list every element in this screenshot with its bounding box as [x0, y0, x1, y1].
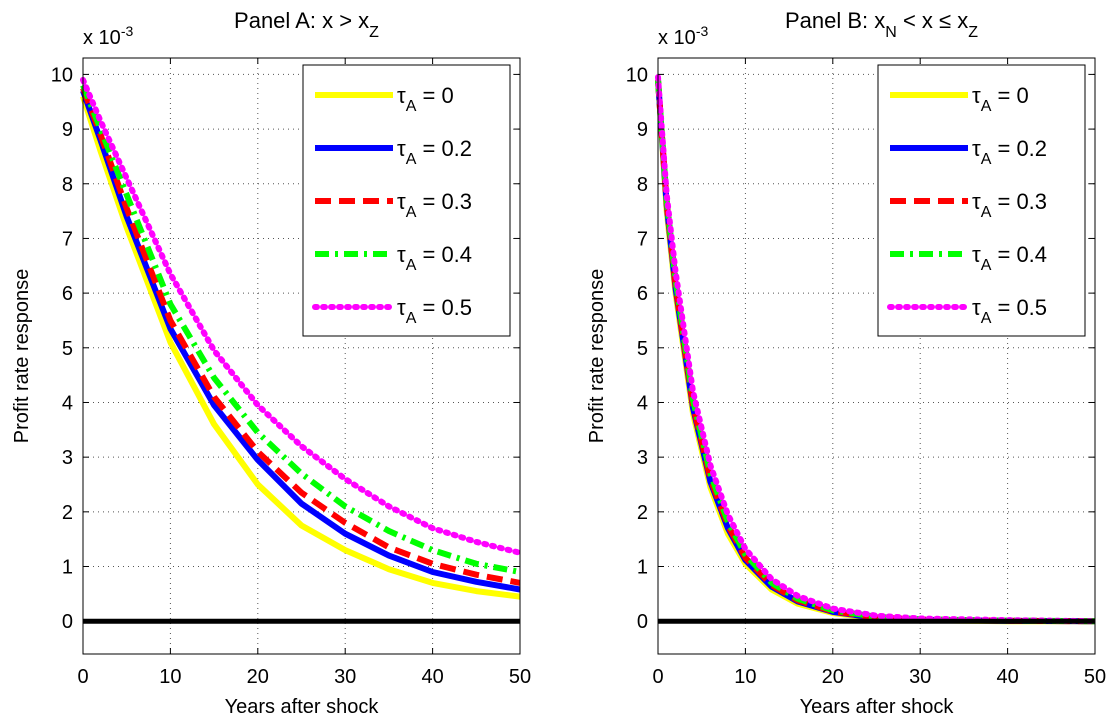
- x-tick-label: 40: [421, 666, 443, 688]
- y-tick-label: 9: [637, 119, 648, 141]
- x-tick-label: 20: [822, 666, 844, 688]
- x-tick-label: 0: [652, 666, 663, 688]
- legend: τA = 0 τA = 0.2 τA = 0.3 τA = 0.4 τA = 0.5: [877, 64, 1086, 337]
- y-axis-label: Profit rate response: [586, 269, 608, 444]
- y-tick-label: 5: [637, 338, 648, 360]
- x-tick-label: 20: [247, 666, 269, 688]
- y-tick-label: 8: [637, 174, 648, 196]
- x-tick-label: 40: [996, 666, 1018, 688]
- legend-box: [877, 64, 1086, 337]
- legend-label: τA = 0: [397, 83, 454, 115]
- x-axis-label: Years after shock: [225, 696, 380, 718]
- y-tick-label: 10: [51, 64, 73, 86]
- series-line: [80, 84, 521, 575]
- x-tick-label: 30: [909, 666, 931, 688]
- legend-label: τA = 0.4: [972, 242, 1047, 274]
- legend-box: [302, 64, 511, 337]
- legend-label: τA = 0.2: [972, 136, 1047, 168]
- series-line: [80, 76, 523, 556]
- legend-label: τA = 0.3: [397, 189, 472, 221]
- y-tick-label: 6: [637, 283, 648, 305]
- y-tick-label: 7: [637, 228, 648, 250]
- axes-box: [657, 57, 1096, 655]
- y-exponent-label: x 10-3: [658, 23, 708, 49]
- legend-label: τA = 0.4: [397, 242, 472, 274]
- y-tick-label: 1: [637, 557, 648, 579]
- y-tick-label: 10: [626, 64, 648, 86]
- y-tick-label: 5: [62, 338, 73, 360]
- series-line: [80, 95, 521, 600]
- panel-a: 0 10 20 30 40 50 0 1 2 3 4 5 6 7 8 9 10 x 10-3 Panel A: x …: [11, 8, 531, 718]
- series-line: [80, 87, 521, 586]
- y-tick-label: 2: [637, 502, 648, 524]
- x-tick-label: 0: [77, 666, 88, 688]
- y-axis-label: Profit rate response: [11, 269, 33, 444]
- y-tick-label: 9: [62, 119, 73, 141]
- panel-b: 0 10 20 30 40 50 0 1 2 3 4 5 6 7 8 9 10 x 10-3 Panel B: xN…: [586, 8, 1106, 718]
- x-tick-label: 50: [509, 666, 531, 688]
- y-tick-label: 7: [62, 228, 73, 250]
- legend-label: τA = 0.5: [397, 295, 472, 327]
- x-tick-label: 10: [159, 666, 181, 688]
- y-tick-label: 1: [62, 557, 73, 579]
- x-tick-label: 30: [334, 666, 356, 688]
- x-tick-label: 10: [734, 666, 756, 688]
- legend-label: τA = 0.3: [972, 189, 1047, 221]
- legend-label: τA = 0: [972, 83, 1029, 115]
- y-tick-label: 8: [62, 174, 73, 196]
- y-tick-label: 3: [637, 447, 648, 469]
- legend-label: τA = 0.5: [972, 295, 1047, 327]
- legend: τA = 0 τA = 0.2 τA = 0.3 τA = 0.4 τA = 0.5: [302, 64, 511, 337]
- y-tick-label: 6: [62, 283, 73, 305]
- series-line: [655, 74, 1098, 625]
- y-tick-label: 0: [637, 611, 648, 633]
- chart-title: Panel B: xN < x ≤ xZ: [785, 8, 978, 41]
- axes-box: [82, 57, 521, 655]
- x-tick-label: 50: [1084, 666, 1106, 688]
- y-tick-label: 4: [637, 392, 648, 414]
- chart-title: Panel A: x > xZ: [234, 8, 379, 41]
- y-exponent-label: x 10-3: [83, 23, 133, 49]
- y-tick-label: 0: [62, 611, 73, 633]
- legend-label: τA = 0.2: [397, 136, 472, 168]
- y-tick-label: 4: [62, 392, 73, 414]
- y-tick-label: 3: [62, 447, 73, 469]
- x-axis-label: Years after shock: [800, 696, 955, 718]
- y-tick-label: 2: [62, 502, 73, 524]
